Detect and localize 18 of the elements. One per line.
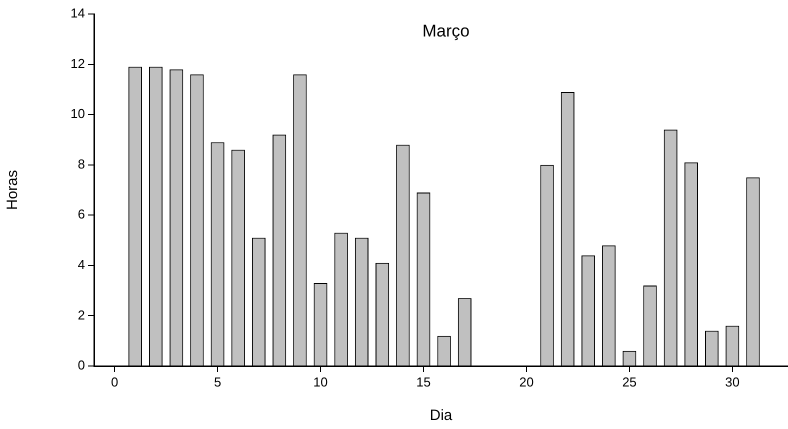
y-tick-label: 10 — [70, 106, 85, 122]
x-tick-label: 25 — [622, 374, 637, 390]
y-tick-label: 2 — [78, 307, 85, 322]
x-tick-label: 30 — [725, 374, 740, 390]
y-tick-label: 12 — [70, 56, 85, 71]
y-axis-title: Horas — [4, 170, 22, 210]
x-tick-label: 5 — [214, 374, 222, 390]
x-tick-label: 0 — [110, 374, 118, 390]
text: Março — [422, 22, 470, 41]
y-tick-label: 6 — [78, 206, 85, 222]
x-tick-label: 20 — [519, 374, 534, 390]
x-axis-title: Dia — [430, 407, 453, 424]
x-tick-label: 15 — [416, 374, 431, 390]
x-tick-label: 10 — [313, 374, 328, 390]
y-tick-label: 8 — [78, 156, 85, 172]
y-tick-label: 0 — [78, 358, 85, 373]
y-tick-label: 14 — [70, 6, 85, 21]
y-tick-label: 4 — [78, 257, 85, 272]
